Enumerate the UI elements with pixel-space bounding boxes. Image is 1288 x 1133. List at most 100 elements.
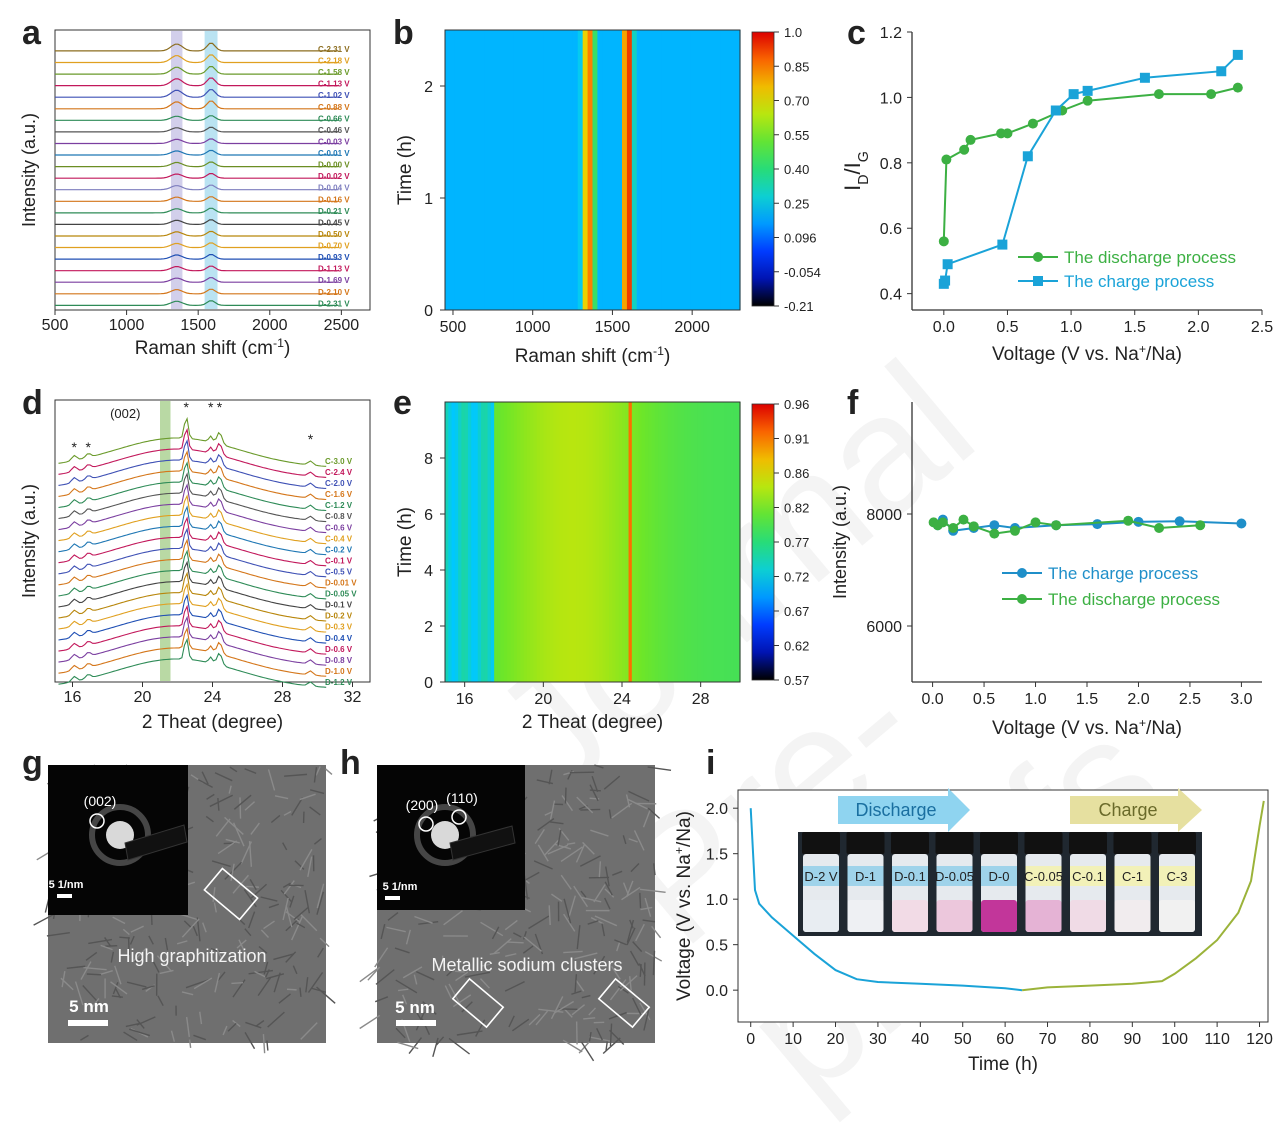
y-tick-label-c: 1.0 bbox=[880, 90, 902, 107]
data-point-c bbox=[1051, 105, 1061, 115]
vial-label: D-1 bbox=[855, 869, 876, 884]
heatmap-cell-b bbox=[563, 30, 569, 310]
colorbar-label: 0.40 bbox=[784, 162, 809, 177]
heatmap-cell-b bbox=[632, 30, 638, 310]
y-axis-title-b: Time (h) bbox=[395, 135, 416, 205]
x-tick-label-f: 1.5 bbox=[1076, 691, 1098, 708]
lattice-fringe bbox=[267, 1041, 268, 1051]
colorbar-label: 1.0 bbox=[784, 25, 802, 40]
x-axis-title-a: Raman shift (cm-1) bbox=[135, 336, 291, 359]
peak-marker-d: * bbox=[86, 439, 92, 455]
data-point-c bbox=[1216, 66, 1226, 76]
inset-scale-bar-h bbox=[385, 896, 400, 900]
x-tick-label-f: 0.5 bbox=[973, 691, 995, 708]
x-tick-label-b: 2000 bbox=[674, 319, 710, 336]
lattice-fringe bbox=[549, 905, 550, 925]
heatmap-cell-b bbox=[671, 30, 677, 310]
x-tick-label-a: 1000 bbox=[109, 317, 145, 334]
vial-cap bbox=[891, 832, 929, 854]
vial-cap bbox=[1114, 832, 1152, 854]
series-label-d: D-0.3 V bbox=[325, 623, 353, 632]
heatmap-cell-b bbox=[489, 30, 495, 310]
series-label-d: C-0.1 V bbox=[325, 556, 353, 565]
colorbar-label: 0.72 bbox=[784, 570, 809, 585]
legend-label-c: The discharge process bbox=[1064, 248, 1236, 267]
series-label-d: C-0.5 V bbox=[325, 567, 353, 576]
data-point-f bbox=[938, 517, 948, 527]
heatmap-cell-b bbox=[607, 30, 613, 310]
data-point-f bbox=[969, 521, 979, 531]
lattice-fringe bbox=[300, 988, 301, 997]
data-point-f bbox=[1236, 519, 1246, 529]
x-axis-title-c: Voltage (V vs. Na+/Na) bbox=[992, 342, 1182, 365]
vial-cap bbox=[802, 832, 840, 854]
vial-cap bbox=[1025, 832, 1063, 854]
band-d bbox=[160, 401, 171, 681]
series-label-a: C-0.46 V bbox=[318, 126, 350, 135]
series-label-a: C-1.13 V bbox=[318, 80, 350, 89]
data-point-c bbox=[997, 240, 1007, 250]
data-point-c bbox=[1233, 50, 1243, 60]
heatmap-cell-b bbox=[642, 30, 648, 310]
series-label-a: D-0.02 V bbox=[318, 172, 350, 181]
y-tick-label-b: 1 bbox=[424, 191, 433, 208]
heatmap-cell-b bbox=[573, 30, 579, 310]
heatmap-cell-b bbox=[538, 30, 544, 310]
heatmap-cell-b bbox=[666, 30, 672, 310]
x-tick-label-i: 120 bbox=[1246, 1031, 1273, 1048]
x-tick-label-f: 0.0 bbox=[921, 691, 943, 708]
series-label-a: D-0.21 V bbox=[318, 207, 350, 216]
x-tick-label-c: 1.5 bbox=[1124, 319, 1146, 336]
x-tick-label-c: 2.5 bbox=[1251, 319, 1273, 336]
data-point-c bbox=[1154, 89, 1164, 99]
heatmap-cell-b bbox=[652, 30, 658, 310]
series-label-a: D-2.31 V bbox=[318, 299, 350, 308]
y-tick-label-i: 0.5 bbox=[706, 938, 728, 955]
vial-liquid bbox=[1026, 900, 1062, 932]
data-point-f bbox=[989, 529, 999, 539]
y-axis-title-i: Voltage (V vs. Na+/Na) bbox=[672, 811, 695, 1001]
y-tick-label-c: 0.4 bbox=[880, 287, 902, 304]
legend-label-c: The charge process bbox=[1064, 272, 1214, 291]
series-label-d: C-0.8 V bbox=[325, 512, 353, 521]
series-label-a: D-1.69 V bbox=[318, 276, 350, 285]
x-tick-label-i: 40 bbox=[911, 1031, 929, 1048]
x-tick-label-d: 32 bbox=[344, 689, 362, 706]
vial-cap bbox=[1069, 832, 1107, 854]
series-label-d: C-1.2 V bbox=[325, 501, 353, 510]
legend-marker-f bbox=[1017, 568, 1027, 578]
x-tick-label-i: 90 bbox=[1123, 1031, 1141, 1048]
series-label-a: D-0.00 V bbox=[318, 161, 350, 170]
scale-label-h: 5 nm bbox=[395, 998, 435, 1017]
legend-marker-f bbox=[1017, 594, 1027, 604]
y-tick-label-c: 0.6 bbox=[880, 221, 902, 238]
y-tick-label-b: 2 bbox=[424, 79, 433, 96]
heatmap-cell-b bbox=[494, 30, 500, 310]
data-point-c bbox=[1206, 89, 1216, 99]
x-tick-label-e: 28 bbox=[692, 691, 710, 708]
heatmap-cell-b bbox=[725, 30, 731, 310]
scale-bar-h bbox=[396, 1020, 436, 1026]
x-tick-label-i: 80 bbox=[1081, 1031, 1099, 1048]
x-tick-label-e: 16 bbox=[456, 691, 474, 708]
y-tick-label-i: 1.0 bbox=[706, 892, 728, 909]
colorbar-label: 0.77 bbox=[784, 535, 809, 550]
saed-label-h: (110) bbox=[446, 790, 478, 806]
y-axis-title-c: ID/IG bbox=[840, 151, 872, 191]
series-label-d: D-1.2 V bbox=[325, 678, 353, 687]
colorbar-label: 0.91 bbox=[784, 432, 809, 447]
vial-cap bbox=[980, 832, 1018, 854]
data-point-f bbox=[1123, 516, 1133, 526]
vial-liquid bbox=[981, 900, 1017, 932]
data-point-c bbox=[1140, 73, 1150, 83]
heatmap-cell-b bbox=[720, 30, 726, 310]
lattice-fringe bbox=[640, 893, 641, 908]
band-a-1 bbox=[205, 31, 218, 309]
colorbar-label: 0.86 bbox=[784, 466, 809, 481]
caption-h: Metallic sodium clusters bbox=[431, 955, 622, 975]
lattice-fringe bbox=[37, 853, 49, 860]
data-point-c bbox=[966, 135, 976, 145]
heatmap-cell-b bbox=[706, 30, 712, 310]
heatmap-cell-b bbox=[450, 30, 456, 310]
heatmap-e bbox=[445, 402, 741, 682]
